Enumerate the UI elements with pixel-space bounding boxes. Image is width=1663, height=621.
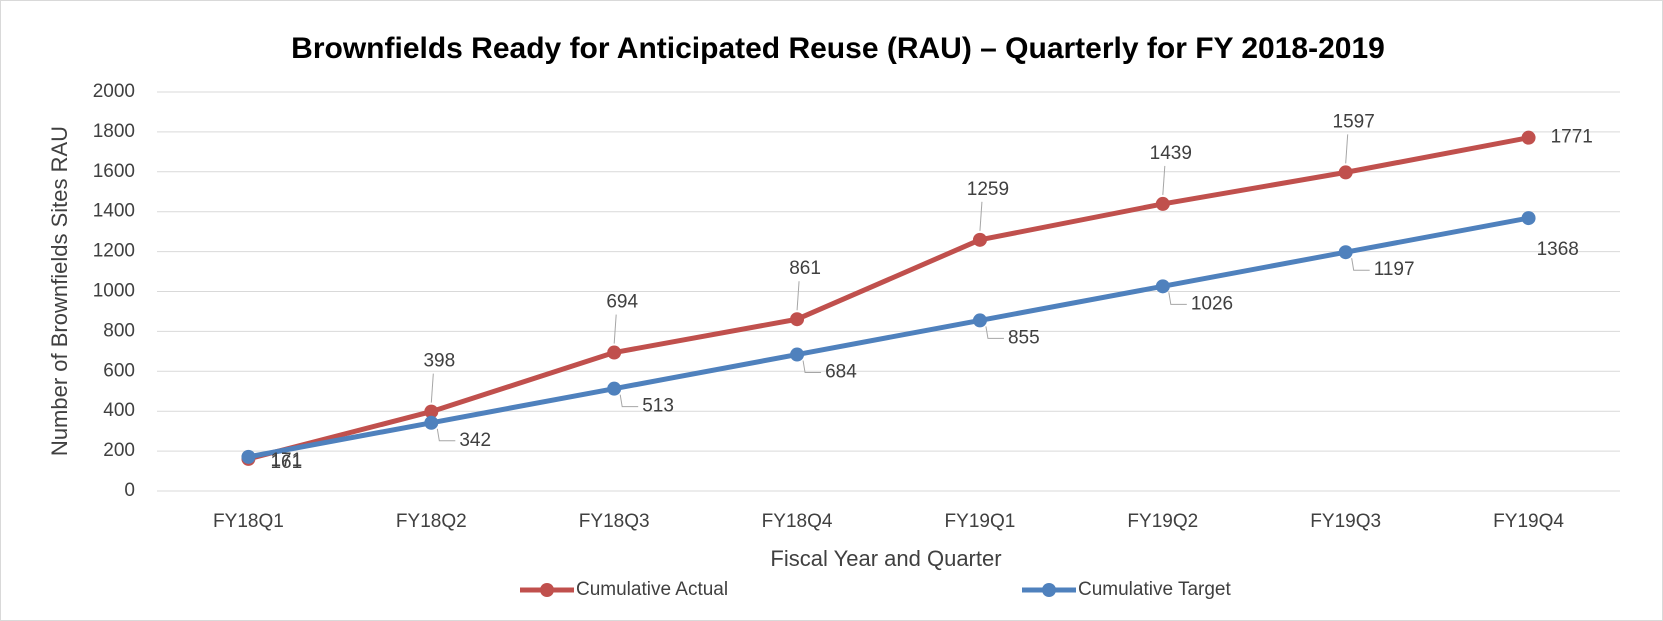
data-label: 1439 [1150,143,1192,164]
data-point [1155,196,1170,211]
y-tick-label: 1200 [93,241,135,262]
series-line [247,135,1530,462]
x-tick-label: FY19Q2 [1127,511,1198,532]
legend-label: Cumulative Actual [576,579,728,600]
data-point [241,449,256,464]
leader-line [1345,134,1349,164]
data-point [607,381,622,396]
x-axis-title: Fiscal Year and Quarter [770,546,1001,571]
y-tick-label: 600 [103,360,135,381]
data-point [607,345,622,360]
leader-line [613,314,617,344]
data-point [1155,279,1170,294]
y-tick-label: 400 [103,400,135,421]
x-tick-label: FY18Q3 [579,511,650,532]
legend-marker [1042,583,1056,597]
leader-line [1162,165,1166,195]
data-point [790,312,805,327]
data-point [790,347,805,362]
leader-line [430,373,434,403]
x-tick-label: FY18Q2 [396,511,467,532]
data-label: 1771 [1551,127,1593,148]
leader-line [1351,258,1370,271]
data-label: 513 [642,396,674,417]
series-line [247,215,1530,460]
y-tick-label: 800 [103,320,135,341]
leader-line [802,360,822,374]
x-tick-label: FY18Q1 [213,511,284,532]
data-point [424,404,439,419]
y-tick-label: 200 [103,440,135,461]
data-point [424,415,439,430]
data-label: 1597 [1333,111,1375,132]
data-point [1521,130,1536,145]
data-point [1338,165,1353,180]
leader-line [1168,292,1187,305]
data-label: 161 [270,452,302,473]
data-point [1338,245,1353,260]
data-point [972,232,987,247]
y-axis-title: Number of Brownfields Sites RAU [47,126,72,456]
x-tick-label: FY18Q4 [762,511,833,532]
data-label: 1259 [967,179,1009,200]
legend-label: Cumulative Target [1078,579,1232,600]
data-label: 1026 [1191,293,1233,314]
leader-line [796,281,800,311]
y-tick-label: 1000 [93,281,135,302]
data-label: 861 [789,258,821,279]
y-tick-label: 1400 [93,201,135,222]
leader-line [985,326,1004,339]
x-tick-label: FY19Q3 [1310,511,1381,532]
data-point [972,313,987,328]
data-label: 171 [270,450,302,471]
y-tick-label: 0 [124,480,135,501]
data-label: 855 [1008,327,1040,348]
data-label: 694 [606,292,638,313]
y-tick-label: 2000 [93,81,135,102]
x-tick-label: FY19Q4 [1493,511,1564,532]
x-tick-label: FY19Q1 [945,511,1016,532]
legend-marker [540,583,554,597]
data-label: 1197 [1374,259,1415,280]
y-tick-label: 1600 [93,161,135,182]
leader-line [979,201,983,231]
data-label: 342 [459,430,491,451]
y-tick-label: 1800 [93,121,135,142]
leader-line [436,428,456,442]
data-label: 684 [825,362,857,383]
data-label: 1368 [1537,239,1579,260]
data-label: 398 [423,351,455,372]
data-point [1521,211,1536,226]
leader-line [619,394,639,408]
chart-title: Brownfields Ready for Anticipated Reuse … [291,32,1385,65]
